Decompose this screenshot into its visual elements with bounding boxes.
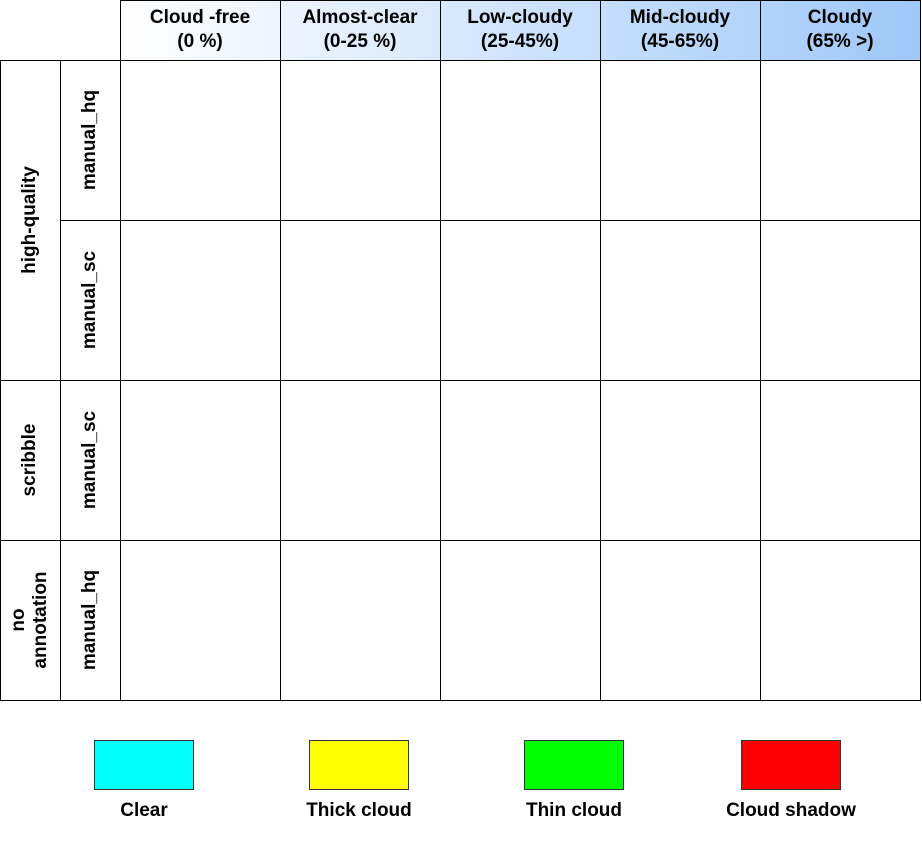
legend-label-cloud-shadow: Cloud shadow [726, 800, 856, 821]
legend-label-clear: Clear [120, 800, 168, 821]
grid-lines [0, 0, 921, 701]
cloud-annotation-grid: Cloud -free (0 %) Almost-clear (0-25 %) … [0, 0, 921, 701]
row-label-manual-sc: manual_sc [79, 410, 100, 510]
column-header-low-cloudy: Low-cloudy (25-45%) [467, 7, 573, 52]
row-label-manual-hq: manual_hq [79, 569, 100, 671]
column-header-cloud-free: Cloud -free (0 %) [149, 7, 251, 52]
group-label-scribble: scribble [19, 423, 40, 497]
column-header-almost-clear: Almost-clear (0-25 %) [302, 7, 418, 52]
legend-label-thin-cloud: Thin cloud [525, 800, 623, 821]
legend-swatch-thin-cloud [524, 740, 624, 790]
group-label-high-quality: high-quality [19, 166, 40, 274]
row-label-manual-sc: manual_sc [79, 250, 100, 350]
legend-swatch-clear [94, 740, 194, 790]
column-header-cloudy: Cloudy (65% >) [806, 7, 874, 52]
legend-swatch-thick-cloud [309, 740, 409, 790]
row-label-manual-hq: manual_hq [79, 89, 100, 191]
legend-label-thick-cloud: Thick cloud [306, 800, 412, 821]
column-header-mid-cloudy: Mid-cloudy (45-65%) [629, 7, 731, 52]
header-background [120, 0, 921, 61]
group-label-no-annotation: no annotation [8, 571, 51, 669]
legend-swatch-cloud-shadow [741, 740, 841, 790]
